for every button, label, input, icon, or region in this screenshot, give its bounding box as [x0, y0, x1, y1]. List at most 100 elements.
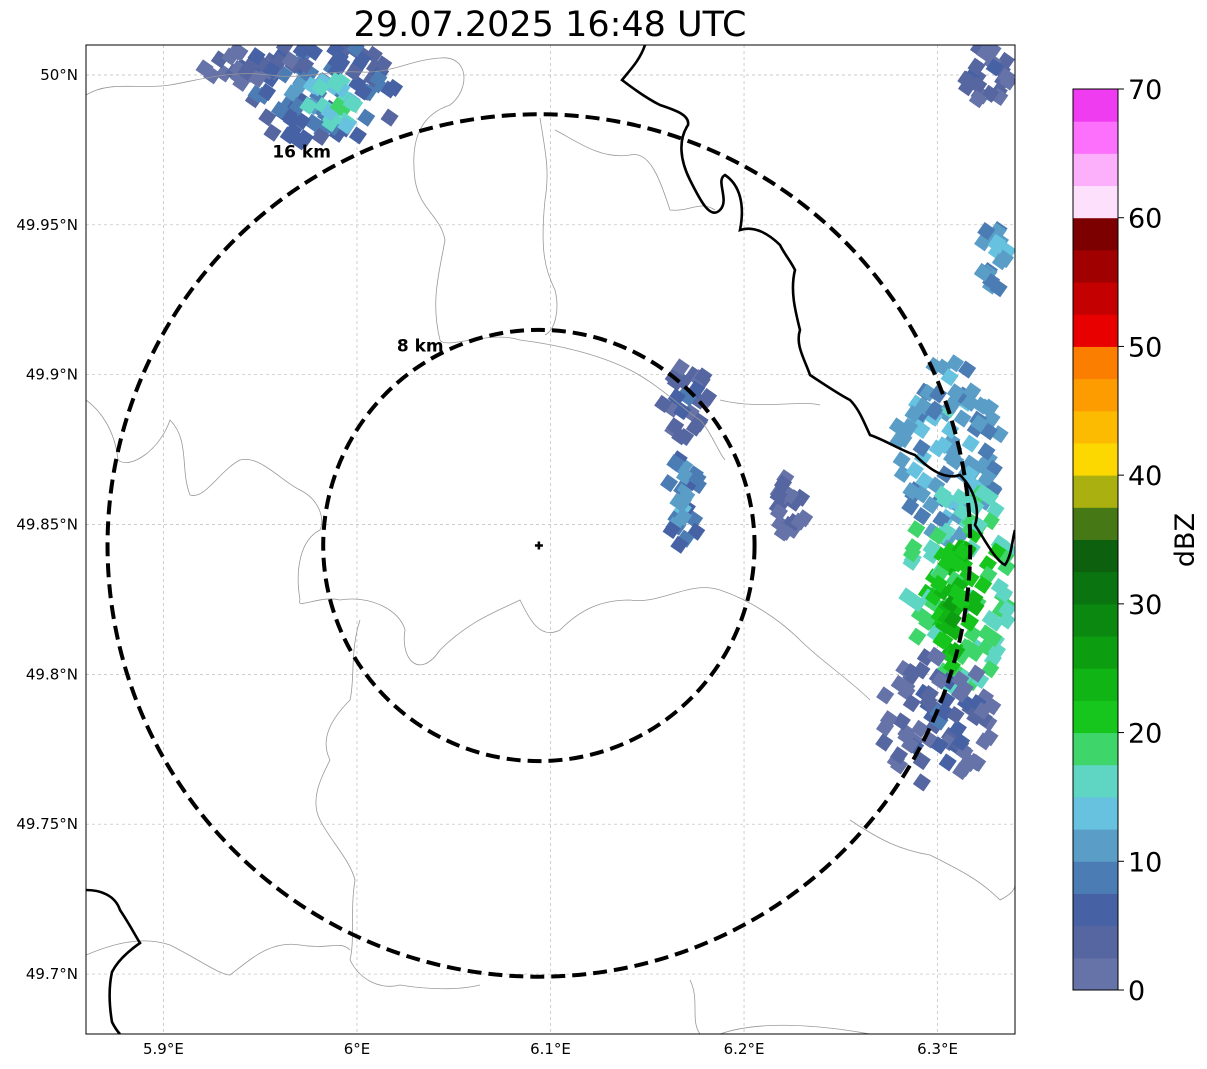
echo-pixel	[907, 520, 926, 539]
echo-pixel	[889, 746, 909, 765]
lon-tick-label: 6.2°E	[724, 1040, 765, 1058]
echo-pixel	[961, 434, 980, 453]
echo-pixel	[311, 127, 330, 146]
echo-pixel	[989, 279, 1008, 298]
range-rings: 8 km 16 km	[105, 112, 973, 979]
echo-pixel	[973, 701, 992, 720]
echo-pixel	[920, 685, 939, 704]
echo-pixel	[994, 584, 1014, 603]
echo-pixel	[299, 96, 318, 115]
echo-pixel	[946, 705, 965, 725]
echo-pixel	[938, 753, 957, 772]
municipal-border	[554, 129, 821, 406]
echo-pixel	[998, 600, 1015, 619]
echo-pixel	[980, 488, 999, 507]
echo-pixel	[960, 393, 980, 412]
reflectivity-layer	[195, 45, 1015, 792]
border-layer	[86, 45, 1015, 1034]
echo-pixel	[892, 712, 911, 731]
echo-pixel	[666, 453, 685, 473]
municipal-border	[86, 57, 726, 461]
echo-pixel	[946, 383, 965, 402]
echo-pixel	[930, 574, 949, 594]
echo-pixel	[369, 69, 388, 88]
echo-pixel	[769, 503, 789, 522]
echo-pixel	[195, 59, 214, 78]
echo-pixel	[940, 368, 959, 387]
echo-pixel	[912, 439, 931, 458]
map-frame	[85, 44, 1016, 1035]
lon-tick-label: 6.1°E	[530, 1040, 571, 1058]
echo-pixel	[942, 657, 961, 676]
axis-tick-labels: 5.9°E 6°E 6.1°E 6.2°E 6.3°E 50°N 49.95°N 49.9°N…	[16, 66, 958, 1058]
echo-pixel	[902, 662, 921, 682]
lon-tick-label: 5.9°E	[143, 1040, 184, 1058]
echo-pixel	[910, 719, 930, 738]
echo-pixel	[673, 508, 693, 527]
municipal-border	[849, 819, 1015, 901]
echo-pixel	[997, 611, 1015, 630]
radar-center-marker	[534, 541, 543, 550]
echo-pixel	[292, 45, 311, 60]
echo-pixel	[795, 509, 814, 528]
echo-pixel	[890, 674, 909, 694]
echo-pixel	[902, 544, 922, 563]
range-ring	[105, 112, 973, 979]
echo-pixel	[660, 474, 679, 493]
echo-pixel	[980, 398, 1000, 417]
echo-pixel	[698, 388, 718, 407]
municipal-border	[86, 399, 871, 701]
echo-pixel	[930, 736, 949, 755]
echo-pixel	[875, 733, 894, 752]
echo-pixel	[974, 575, 993, 595]
echo-east-edge	[974, 220, 1015, 298]
echo-pixel	[271, 101, 290, 120]
echo-pixel	[667, 388, 686, 407]
lon-tick-label: 6°E	[344, 1040, 371, 1058]
echo-pixel	[967, 57, 986, 76]
range-ring-label: 8 km	[397, 336, 444, 356]
lat-tick-label: 49.7°N	[26, 965, 78, 983]
echo-pixel	[950, 488, 969, 507]
echo-pixel	[357, 108, 376, 127]
municipal-border	[315, 619, 481, 990]
echo-pixel	[892, 451, 911, 470]
echo-pixel	[898, 587, 917, 606]
echo-pixel	[951, 670, 970, 689]
national-border	[86, 888, 142, 1034]
echo-pixel	[928, 526, 947, 545]
echo-pixel	[987, 641, 1007, 660]
echo-pixel	[961, 454, 980, 473]
echo-pixel	[291, 75, 310, 94]
echo-pixel	[958, 360, 977, 379]
echo-pixel	[902, 481, 921, 501]
echo-pixel	[342, 93, 361, 113]
lat-tick-label: 50°N	[40, 66, 78, 84]
echo-pixel	[688, 469, 707, 488]
echo-pixel	[912, 773, 931, 792]
echo-pixel	[385, 78, 404, 97]
echo-pixel	[346, 45, 365, 58]
echo-pixel	[977, 221, 996, 241]
echo-pixel	[981, 660, 1000, 679]
echo-pixel	[689, 414, 708, 433]
echo-pixel	[987, 542, 1006, 561]
echo-pixel	[908, 627, 927, 646]
lat-tick-label: 49.8°N	[26, 665, 78, 683]
echo-pixel	[945, 354, 965, 373]
echo-pixel	[974, 263, 993, 282]
echo-cell-c	[768, 469, 814, 542]
echo-pixel	[965, 752, 985, 771]
echo-pixel	[946, 452, 965, 471]
echo-pixel	[968, 90, 987, 109]
echo-pixel	[879, 710, 899, 729]
echo-pixel	[295, 129, 314, 148]
lat-tick-label: 49.85°N	[16, 516, 78, 534]
map-title: 29.07.2025 16:48 UTC	[353, 5, 747, 45]
national-border	[620, 45, 1015, 567]
echo-pixel	[932, 631, 951, 650]
echo-pixel	[281, 51, 300, 70]
echo-pixel	[988, 233, 1007, 252]
echo-pixel	[773, 523, 792, 542]
